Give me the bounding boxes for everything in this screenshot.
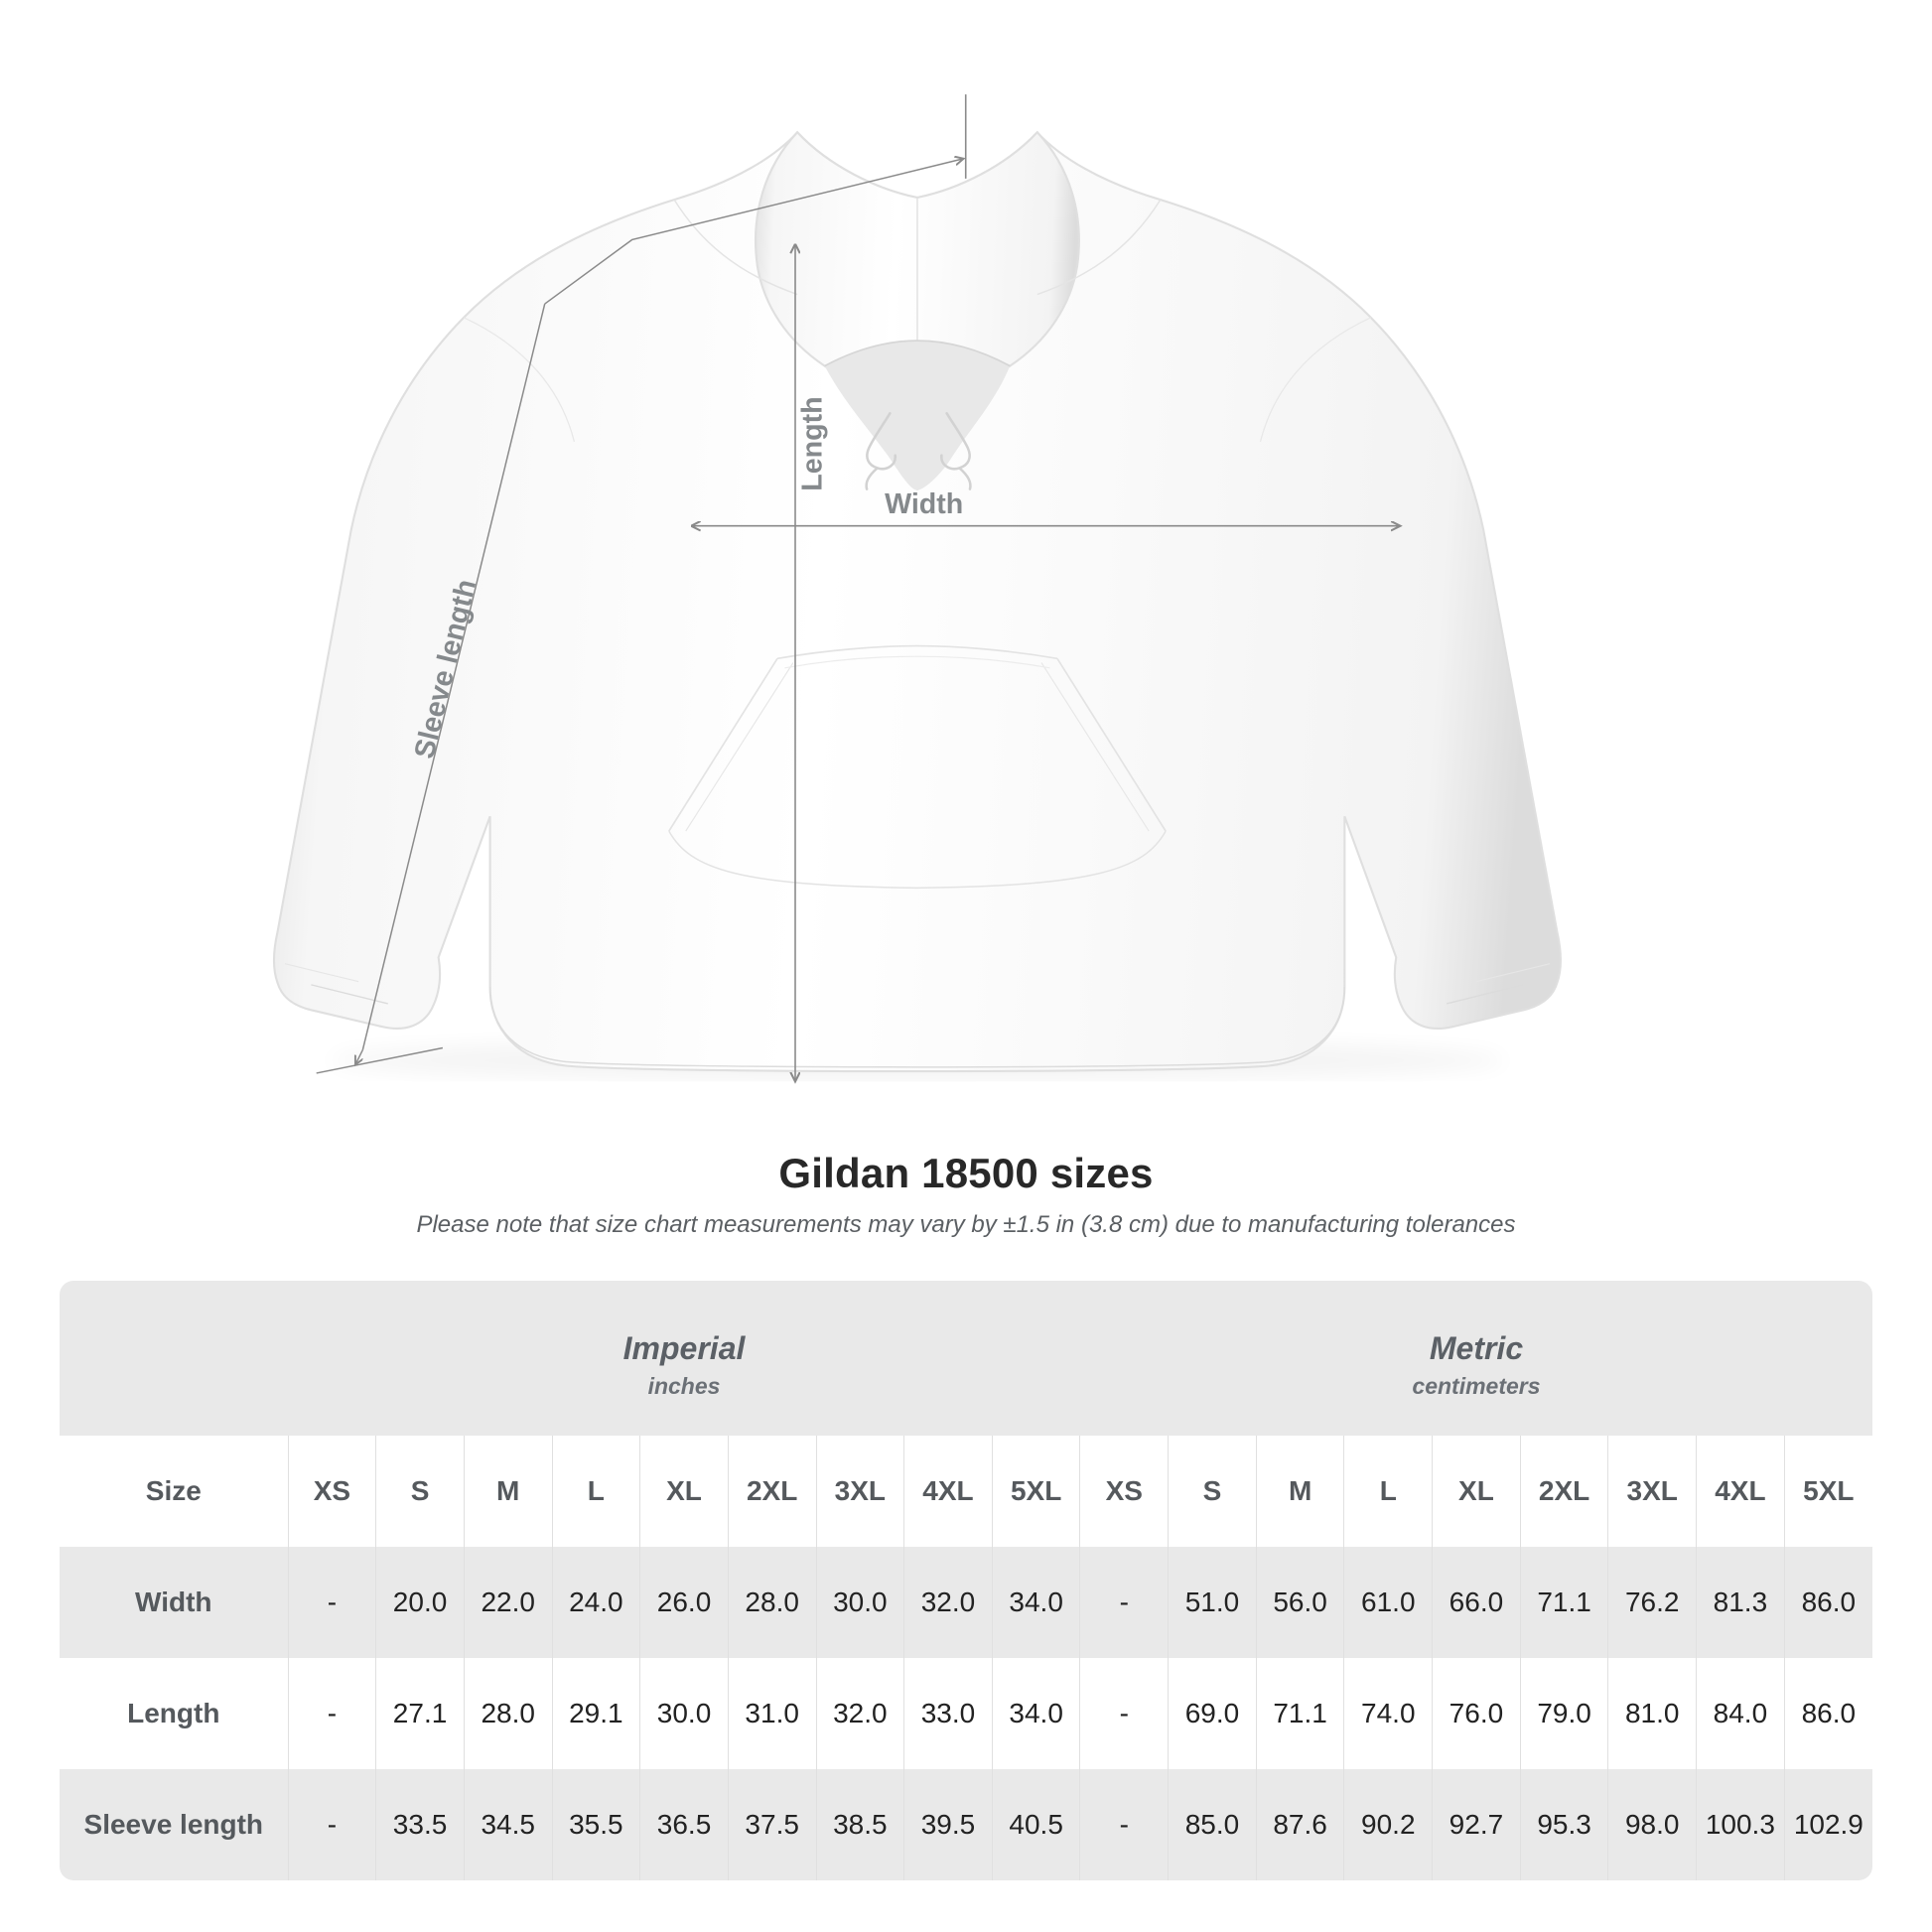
svg-text:Sleeve length: Sleeve length	[408, 576, 483, 761]
svg-text:Width: Width	[885, 488, 963, 520]
svg-text:Length: Length	[797, 396, 829, 490]
